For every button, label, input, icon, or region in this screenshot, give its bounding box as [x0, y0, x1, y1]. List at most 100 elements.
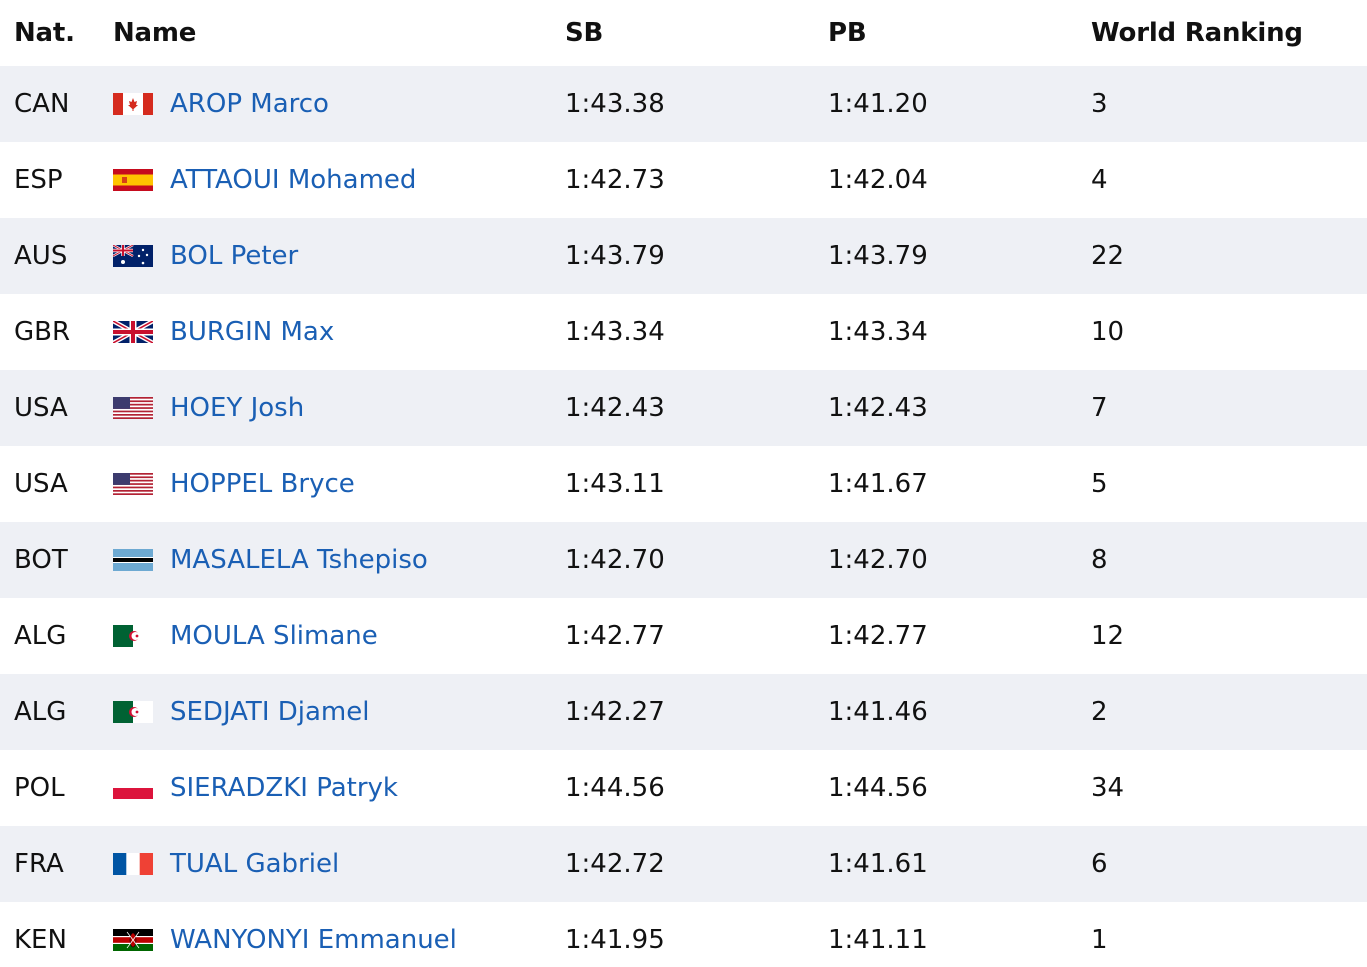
athlete-cell: TUAL Gabriel — [113, 849, 339, 879]
athlete-name-link[interactable]: ATTAOUI Mohamed — [170, 165, 417, 195]
personal-best: 1:42.70 — [828, 545, 928, 575]
nat-code: KEN — [14, 925, 67, 955]
nat-code: GBR — [14, 317, 71, 347]
header-pb[interactable]: PB — [828, 18, 867, 48]
algeria-flag-icon — [113, 701, 153, 723]
season-best: 1:42.43 — [565, 393, 665, 423]
season-best: 1:41.95 — [565, 925, 665, 955]
world-ranking: 5 — [1091, 469, 1108, 499]
season-best: 1:43.79 — [565, 241, 665, 271]
table-row: CAN AROP Marco 1:43.38 1:41.20 3 — [0, 66, 1367, 142]
table-row: USA HOEY Josh 1:42.43 1:42.43 7 — [0, 370, 1367, 446]
athlete-name-link[interactable]: MOULA Slimane — [170, 621, 378, 651]
athlete-cell: SIERADZKI Patryk — [113, 773, 398, 803]
athlete-name-link[interactable]: WANYONYI Emmanuel — [170, 925, 457, 955]
personal-best: 1:42.77 — [828, 621, 928, 651]
athlete-name-link[interactable]: BOL Peter — [170, 241, 299, 271]
world-ranking: 10 — [1091, 317, 1125, 347]
header-nat[interactable]: Nat. — [14, 18, 75, 48]
header-world-ranking[interactable]: World Ranking — [1091, 18, 1303, 48]
table-row: ALG MOULA Slimane 1:42.77 1:42.77 12 — [0, 598, 1367, 674]
world-ranking: 12 — [1091, 621, 1125, 651]
athlete-cell: BURGIN Max — [113, 317, 334, 347]
season-best: 1:42.73 — [565, 165, 665, 195]
athlete-cell: SEDJATI Djamel — [113, 697, 369, 727]
personal-best: 1:41.67 — [828, 469, 928, 499]
season-best: 1:42.72 — [565, 849, 665, 879]
world-ranking: 8 — [1091, 545, 1108, 575]
season-best: 1:42.77 — [565, 621, 665, 651]
season-best: 1:44.56 — [565, 773, 665, 803]
nat-code: POL — [14, 773, 65, 803]
athlete-cell: HOPPEL Bryce — [113, 469, 355, 499]
spain-flag-icon — [113, 169, 153, 191]
athlete-cell: WANYONYI Emmanuel — [113, 925, 457, 955]
personal-best: 1:42.04 — [828, 165, 928, 195]
table-row: BOT MASALELA Tshepiso 1:42.70 1:42.70 8 — [0, 522, 1367, 598]
athlete-cell: ATTAOUI Mohamed — [113, 165, 416, 195]
world-ranking: 2 — [1091, 697, 1108, 727]
world-ranking: 6 — [1091, 849, 1108, 879]
header-sb[interactable]: SB — [565, 18, 604, 48]
athlete-cell: MASALELA Tshepiso — [113, 545, 428, 575]
season-best: 1:43.38 — [565, 89, 665, 119]
athlete-name-link[interactable]: SIERADZKI Patryk — [170, 773, 398, 803]
nat-code: AUS — [14, 241, 68, 271]
usa-flag-icon — [113, 397, 153, 419]
table-row: FRA TUAL Gabriel 1:42.72 1:41.61 6 — [0, 826, 1367, 902]
athlete-cell: AROP Marco — [113, 89, 329, 119]
nat-code: ALG — [14, 621, 67, 651]
kenya-flag-icon — [113, 929, 153, 951]
table-row: ALG SEDJATI Djamel 1:42.27 1:41.46 2 — [0, 674, 1367, 750]
season-best: 1:43.34 — [565, 317, 665, 347]
world-ranking: 7 — [1091, 393, 1108, 423]
athlete-name-link[interactable]: HOPPEL Bryce — [170, 469, 355, 499]
athlete-name-link[interactable]: HOEY Josh — [170, 393, 305, 423]
world-ranking: 34 — [1091, 773, 1125, 803]
table-header: Nat. Name SB PB World Ranking — [0, 0, 1367, 66]
header-name[interactable]: Name — [113, 18, 197, 48]
france-flag-icon — [113, 853, 153, 875]
season-best: 1:42.27 — [565, 697, 665, 727]
table-row: ESP ATTAOUI Mohamed 1:42.73 1:42.04 4 — [0, 142, 1367, 218]
nat-code: USA — [14, 393, 68, 423]
athlete-cell: HOEY Josh — [113, 393, 304, 423]
athlete-name-link[interactable]: MASALELA Tshepiso — [170, 545, 428, 575]
personal-best: 1:41.11 — [828, 925, 928, 955]
australia-flag-icon — [113, 245, 153, 267]
table-row: USA HOPPEL Bryce 1:43.11 1:41.67 5 — [0, 446, 1367, 522]
table-body: CAN AROP Marco 1:43.38 1:41.20 3 ESP ATTAOUI M… — [0, 66, 1367, 967]
table-row: POL SIERADZKI Patryk 1:44.56 1:44.56 34 — [0, 750, 1367, 826]
poland-flag-icon — [113, 777, 153, 799]
botswana-flag-icon — [113, 549, 153, 571]
nat-code: ESP — [14, 165, 63, 195]
athlete-cell: MOULA Slimane — [113, 621, 378, 651]
nat-code: FRA — [14, 849, 64, 879]
season-best: 1:42.70 — [565, 545, 665, 575]
personal-best: 1:44.56 — [828, 773, 928, 803]
nat-code: ALG — [14, 697, 67, 727]
athlete-name-link[interactable]: AROP Marco — [170, 89, 329, 119]
nat-code: USA — [14, 469, 68, 499]
world-ranking: 3 — [1091, 89, 1108, 119]
athlete-name-link[interactable]: BURGIN Max — [170, 317, 335, 347]
personal-best: 1:41.61 — [828, 849, 928, 879]
world-ranking: 22 — [1091, 241, 1125, 271]
season-best: 1:43.11 — [565, 469, 665, 499]
table-row: KEN WANYONYI Emmanuel 1:41.95 1:41.11 1 — [0, 902, 1367, 967]
algeria-flag-icon — [113, 625, 153, 647]
uk-flag-icon — [113, 321, 153, 343]
personal-best: 1:41.20 — [828, 89, 928, 119]
usa-flag-icon — [113, 473, 153, 495]
personal-best: 1:42.43 — [828, 393, 928, 423]
table-row: AUS BOL Peter 1:43.79 1:43.79 22 — [0, 218, 1367, 294]
world-ranking: 1 — [1091, 925, 1108, 955]
nat-code: BOT — [14, 545, 68, 575]
personal-best: 1:41.46 — [828, 697, 928, 727]
athlete-name-link[interactable]: TUAL Gabriel — [170, 849, 340, 879]
athlete-name-link[interactable]: SEDJATI Djamel — [170, 697, 370, 727]
canada-flag-icon — [113, 93, 153, 115]
table-row: GBR BURGIN Max 1:43.34 1:43.34 10 — [0, 294, 1367, 370]
personal-best: 1:43.34 — [828, 317, 928, 347]
world-ranking: 4 — [1091, 165, 1108, 195]
